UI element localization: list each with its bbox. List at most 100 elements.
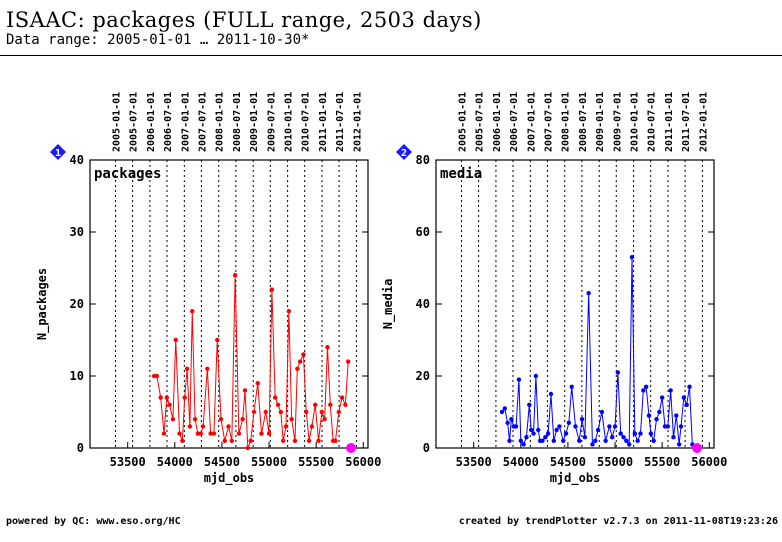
data-point bbox=[322, 417, 327, 422]
data-point bbox=[516, 377, 522, 382]
data-point bbox=[313, 402, 318, 407]
data-point bbox=[295, 366, 300, 371]
data-point bbox=[521, 442, 526, 447]
date-tick-label: 2008-07-01 bbox=[578, 92, 589, 152]
date-tick-label: 2009-07-01 bbox=[612, 92, 623, 152]
footer-powered-by: powered by QC: www.eso.org/HC bbox=[6, 516, 181, 527]
data-point bbox=[531, 431, 536, 436]
data-point bbox=[242, 388, 248, 393]
data-point bbox=[208, 431, 213, 436]
data-point bbox=[676, 442, 682, 447]
y-tick-label: 40 bbox=[70, 153, 84, 167]
data-point bbox=[309, 424, 315, 429]
x-tick-label: 55000 bbox=[251, 455, 287, 469]
data-point bbox=[301, 352, 306, 357]
data-point bbox=[306, 438, 312, 443]
data-point bbox=[586, 291, 591, 296]
data-point bbox=[561, 438, 566, 443]
data-point bbox=[651, 438, 656, 443]
panel-badge-number: 1 bbox=[55, 148, 61, 159]
data-point bbox=[240, 417, 245, 422]
data-point bbox=[198, 431, 203, 436]
latest-marker bbox=[692, 443, 703, 453]
chart-panel-packages: 2005-01-01 2005-07-01 2006-01-01 2006-07-01… bbox=[35, 92, 381, 486]
x-tick-label: 55500 bbox=[644, 455, 680, 469]
plot-frame bbox=[89, 159, 369, 449]
x-tick-label: 56000 bbox=[345, 455, 381, 469]
data-point bbox=[582, 435, 588, 440]
data-point bbox=[328, 402, 333, 407]
footer-created-by: created by trendPlotter v2.7.3 on 2011-1… bbox=[458, 516, 778, 527]
y-tick-label: 0 bbox=[423, 441, 430, 455]
panel-badge-icon bbox=[50, 144, 66, 160]
data-point bbox=[275, 402, 281, 407]
data-point bbox=[638, 431, 643, 436]
data-point bbox=[659, 395, 665, 400]
data-point bbox=[505, 420, 510, 425]
data-point bbox=[211, 431, 217, 436]
y-tick-label: 60 bbox=[416, 225, 430, 239]
data-point bbox=[509, 417, 514, 422]
data-point bbox=[681, 395, 687, 400]
data-point bbox=[222, 438, 227, 443]
data-point bbox=[621, 435, 626, 440]
data-point bbox=[251, 409, 257, 415]
date-tick-label: 2008-01-01 bbox=[561, 92, 572, 152]
data-point bbox=[269, 287, 275, 292]
y-tick-label: 20 bbox=[416, 369, 430, 383]
date-tick-label: 2010-01-01 bbox=[284, 92, 295, 152]
data-point bbox=[346, 359, 351, 364]
data-point bbox=[527, 402, 532, 407]
data-point bbox=[167, 402, 172, 407]
date-tick-label: 2005-01-01 bbox=[458, 92, 469, 152]
date-tick-label: 2008-07-01 bbox=[232, 92, 243, 152]
data-point bbox=[641, 388, 646, 393]
date-tick-label: 2007-07-01 bbox=[197, 92, 208, 152]
data-point bbox=[566, 420, 572, 425]
data-point bbox=[618, 431, 623, 436]
data-point bbox=[226, 424, 231, 429]
data-point bbox=[629, 255, 635, 260]
data-point bbox=[245, 445, 251, 451]
series-line bbox=[154, 275, 349, 449]
data-point bbox=[533, 373, 539, 379]
data-point bbox=[557, 424, 562, 429]
date-tick-label: 2010-01-01 bbox=[630, 92, 641, 152]
latest-marker bbox=[346, 443, 357, 453]
date-tick-label: 2011-01-01 bbox=[664, 92, 675, 152]
data-point bbox=[229, 438, 235, 443]
x-tick-label: 55000 bbox=[597, 455, 633, 469]
data-point bbox=[654, 417, 659, 422]
data-point bbox=[513, 424, 519, 429]
panel-badge-icon bbox=[396, 144, 412, 160]
date-tick-label: 2010-07-01 bbox=[647, 92, 658, 152]
series-line bbox=[501, 257, 696, 449]
data-point bbox=[325, 345, 330, 350]
data-point bbox=[192, 417, 198, 422]
data-point bbox=[593, 438, 598, 443]
date-tick-label: 2007-07-01 bbox=[543, 92, 554, 152]
x-axis-label: mjd_obs bbox=[550, 471, 601, 486]
plot-frame bbox=[435, 159, 715, 449]
y-tick-label: 80 bbox=[416, 153, 430, 167]
data-point bbox=[665, 424, 671, 429]
data-point bbox=[158, 395, 163, 400]
panel-label: media bbox=[440, 166, 482, 182]
data-point bbox=[292, 438, 298, 443]
y-axis-label: N_media bbox=[381, 279, 396, 330]
data-point bbox=[319, 409, 325, 415]
date-tick-label: 2005-07-01 bbox=[475, 92, 486, 152]
data-point bbox=[545, 431, 551, 436]
data-point bbox=[507, 438, 512, 443]
date-tick-label: 2009-01-01 bbox=[249, 92, 260, 152]
data-point bbox=[283, 424, 289, 429]
data-point bbox=[177, 431, 182, 436]
data-point bbox=[579, 417, 585, 422]
data-point bbox=[316, 438, 321, 443]
x-tick-label: 54000 bbox=[503, 455, 539, 469]
data-point bbox=[266, 431, 272, 436]
x-tick-label: 55500 bbox=[298, 455, 334, 469]
data-point bbox=[646, 413, 652, 418]
data-point bbox=[304, 409, 309, 415]
data-point bbox=[595, 427, 601, 433]
